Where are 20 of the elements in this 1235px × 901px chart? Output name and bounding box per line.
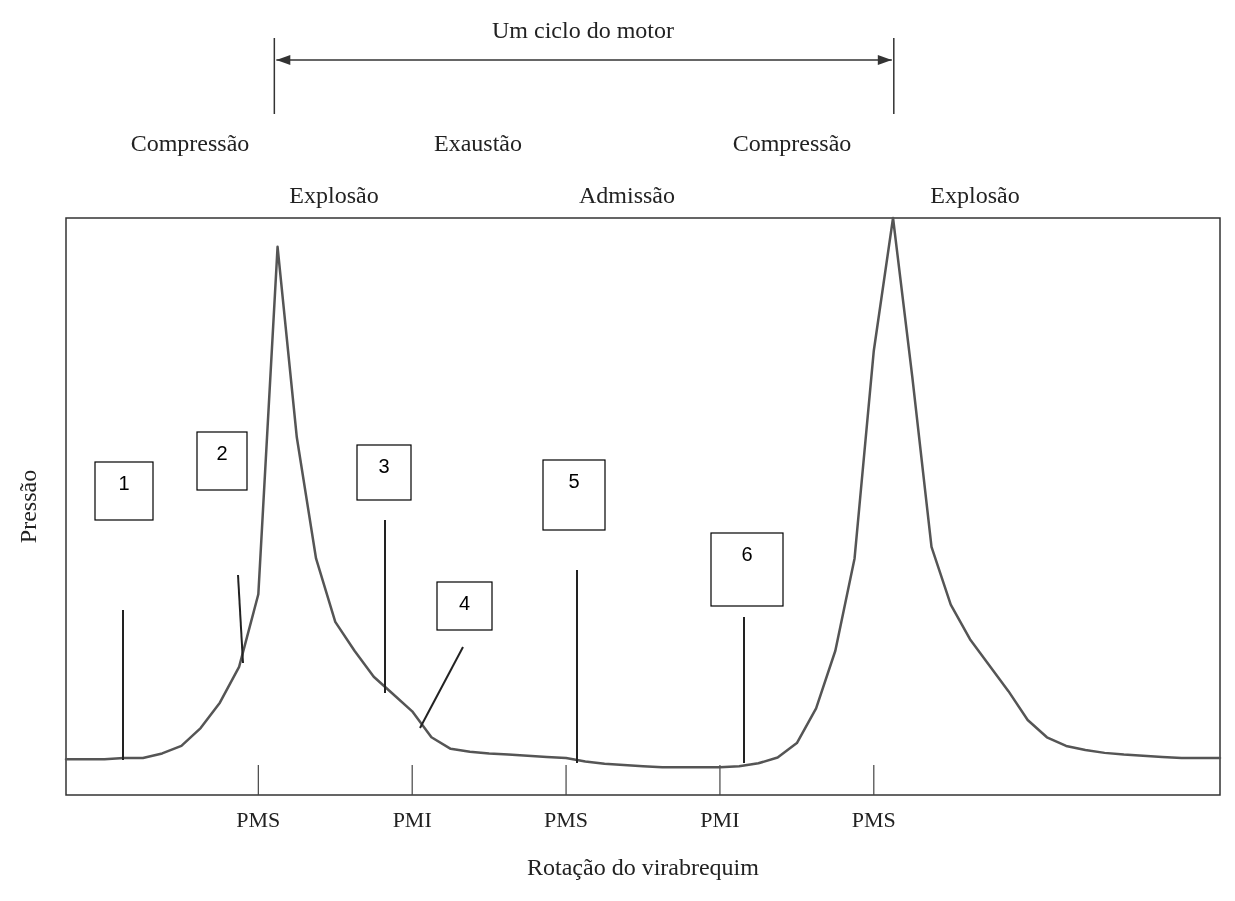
annotation: 6 xyxy=(741,543,753,565)
text: Um ciclo do motor xyxy=(492,17,674,43)
annotation: 4 xyxy=(458,592,471,614)
x-tick-label: PMS xyxy=(544,807,589,832)
y-axis-title: Pressão xyxy=(15,469,41,544)
x-tick-label: PMS xyxy=(236,807,281,832)
text: Explosão xyxy=(930,182,1020,208)
x-tick-label: PMS xyxy=(851,807,896,832)
text: Admissão xyxy=(579,182,675,208)
text: Compressão xyxy=(130,130,250,156)
annotation: 3 xyxy=(378,455,390,477)
x-tick-label: PMI xyxy=(392,807,432,832)
text: Exaustão xyxy=(434,130,522,156)
text: Explosão xyxy=(289,182,379,208)
annotation: 5 xyxy=(568,470,580,492)
x-tick-label: PMI xyxy=(700,807,740,832)
text: Compressão xyxy=(732,130,852,156)
annotation: 1 xyxy=(118,472,130,494)
annotation: 2 xyxy=(216,442,228,464)
x-axis-title: Rotação do virabrequim xyxy=(527,854,760,880)
